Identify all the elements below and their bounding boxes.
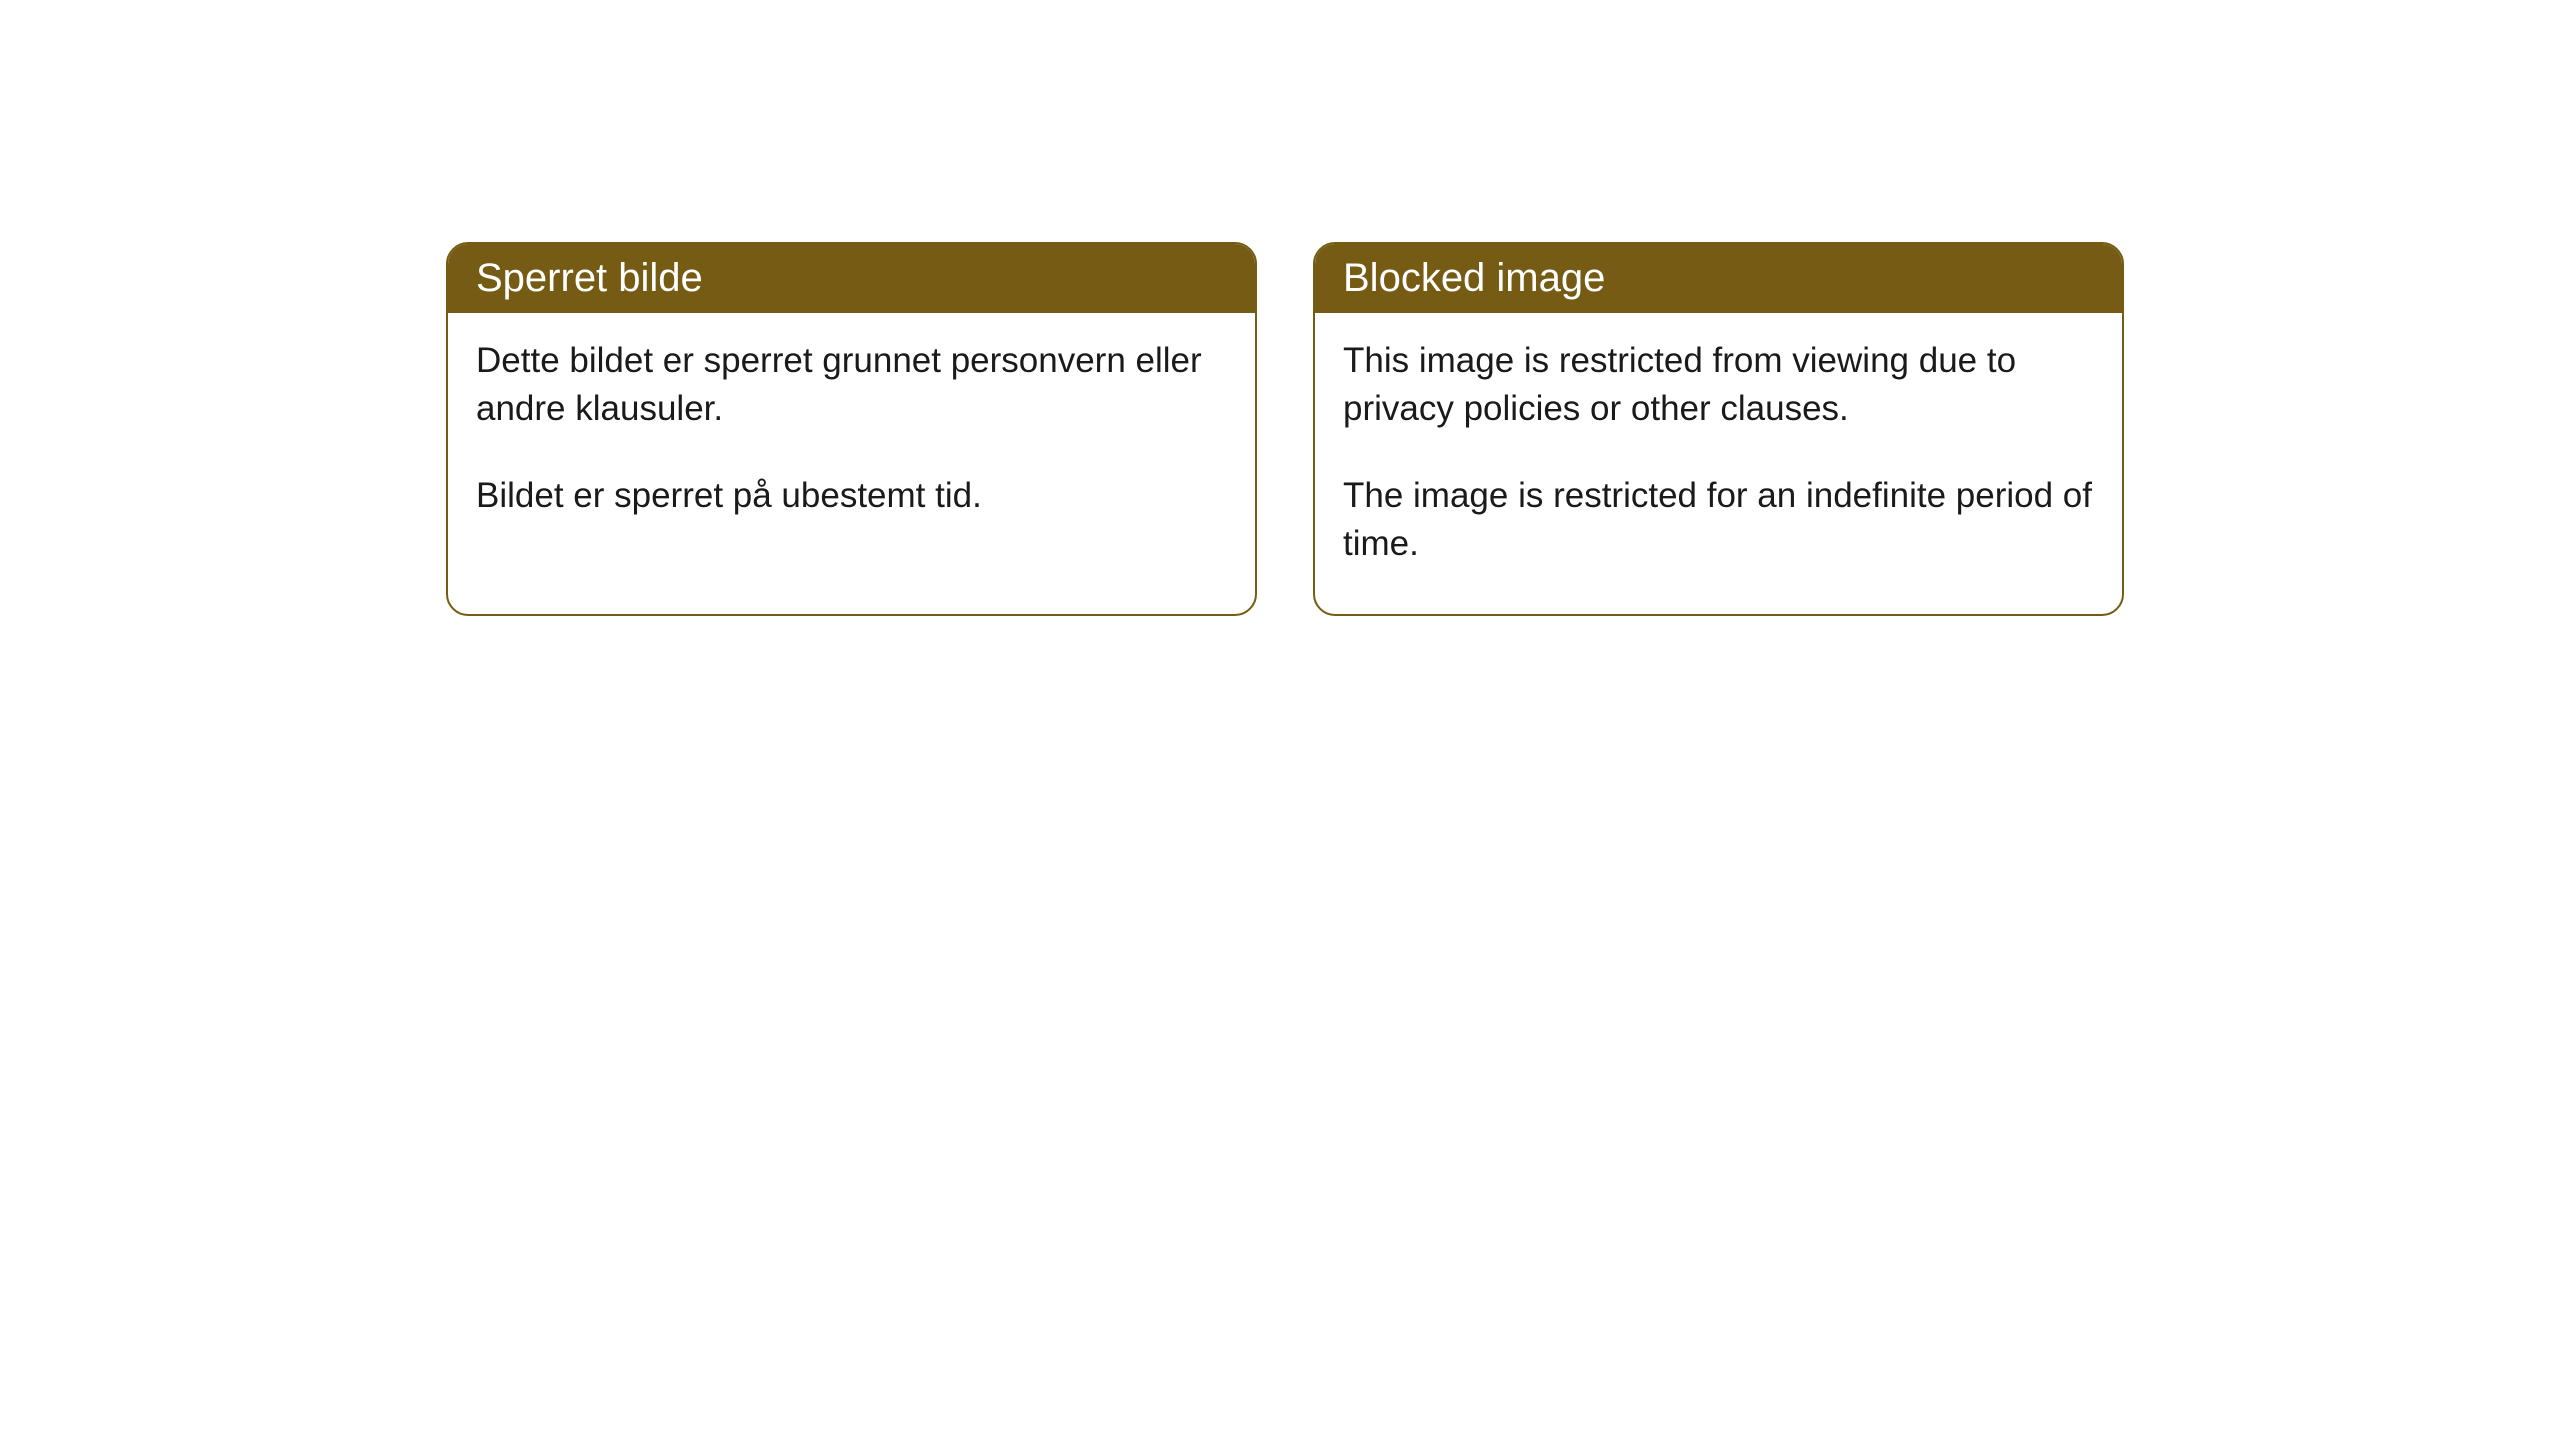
notice-card-norwegian: Sperret bilde Dette bildet er sperret gr… xyxy=(446,242,1257,616)
notice-card-paragraph: This image is restricted from viewing du… xyxy=(1343,337,2094,434)
notice-card-header: Sperret bilde xyxy=(448,244,1255,313)
notice-card-body: This image is restricted from viewing du… xyxy=(1315,313,2122,614)
notice-card-english: Blocked image This image is restricted f… xyxy=(1313,242,2124,616)
notice-card-paragraph: Dette bildet er sperret grunnet personve… xyxy=(476,337,1227,434)
notice-card-title: Sperret bilde xyxy=(476,256,703,300)
notice-cards-container: Sperret bilde Dette bildet er sperret gr… xyxy=(0,0,2560,616)
notice-card-paragraph: Bildet er sperret på ubestemt tid. xyxy=(476,472,1227,520)
notice-card-title: Blocked image xyxy=(1343,256,1605,300)
notice-card-paragraph: The image is restricted for an indefinit… xyxy=(1343,472,2094,569)
notice-card-header: Blocked image xyxy=(1315,244,2122,313)
notice-card-body: Dette bildet er sperret grunnet personve… xyxy=(448,313,1255,566)
